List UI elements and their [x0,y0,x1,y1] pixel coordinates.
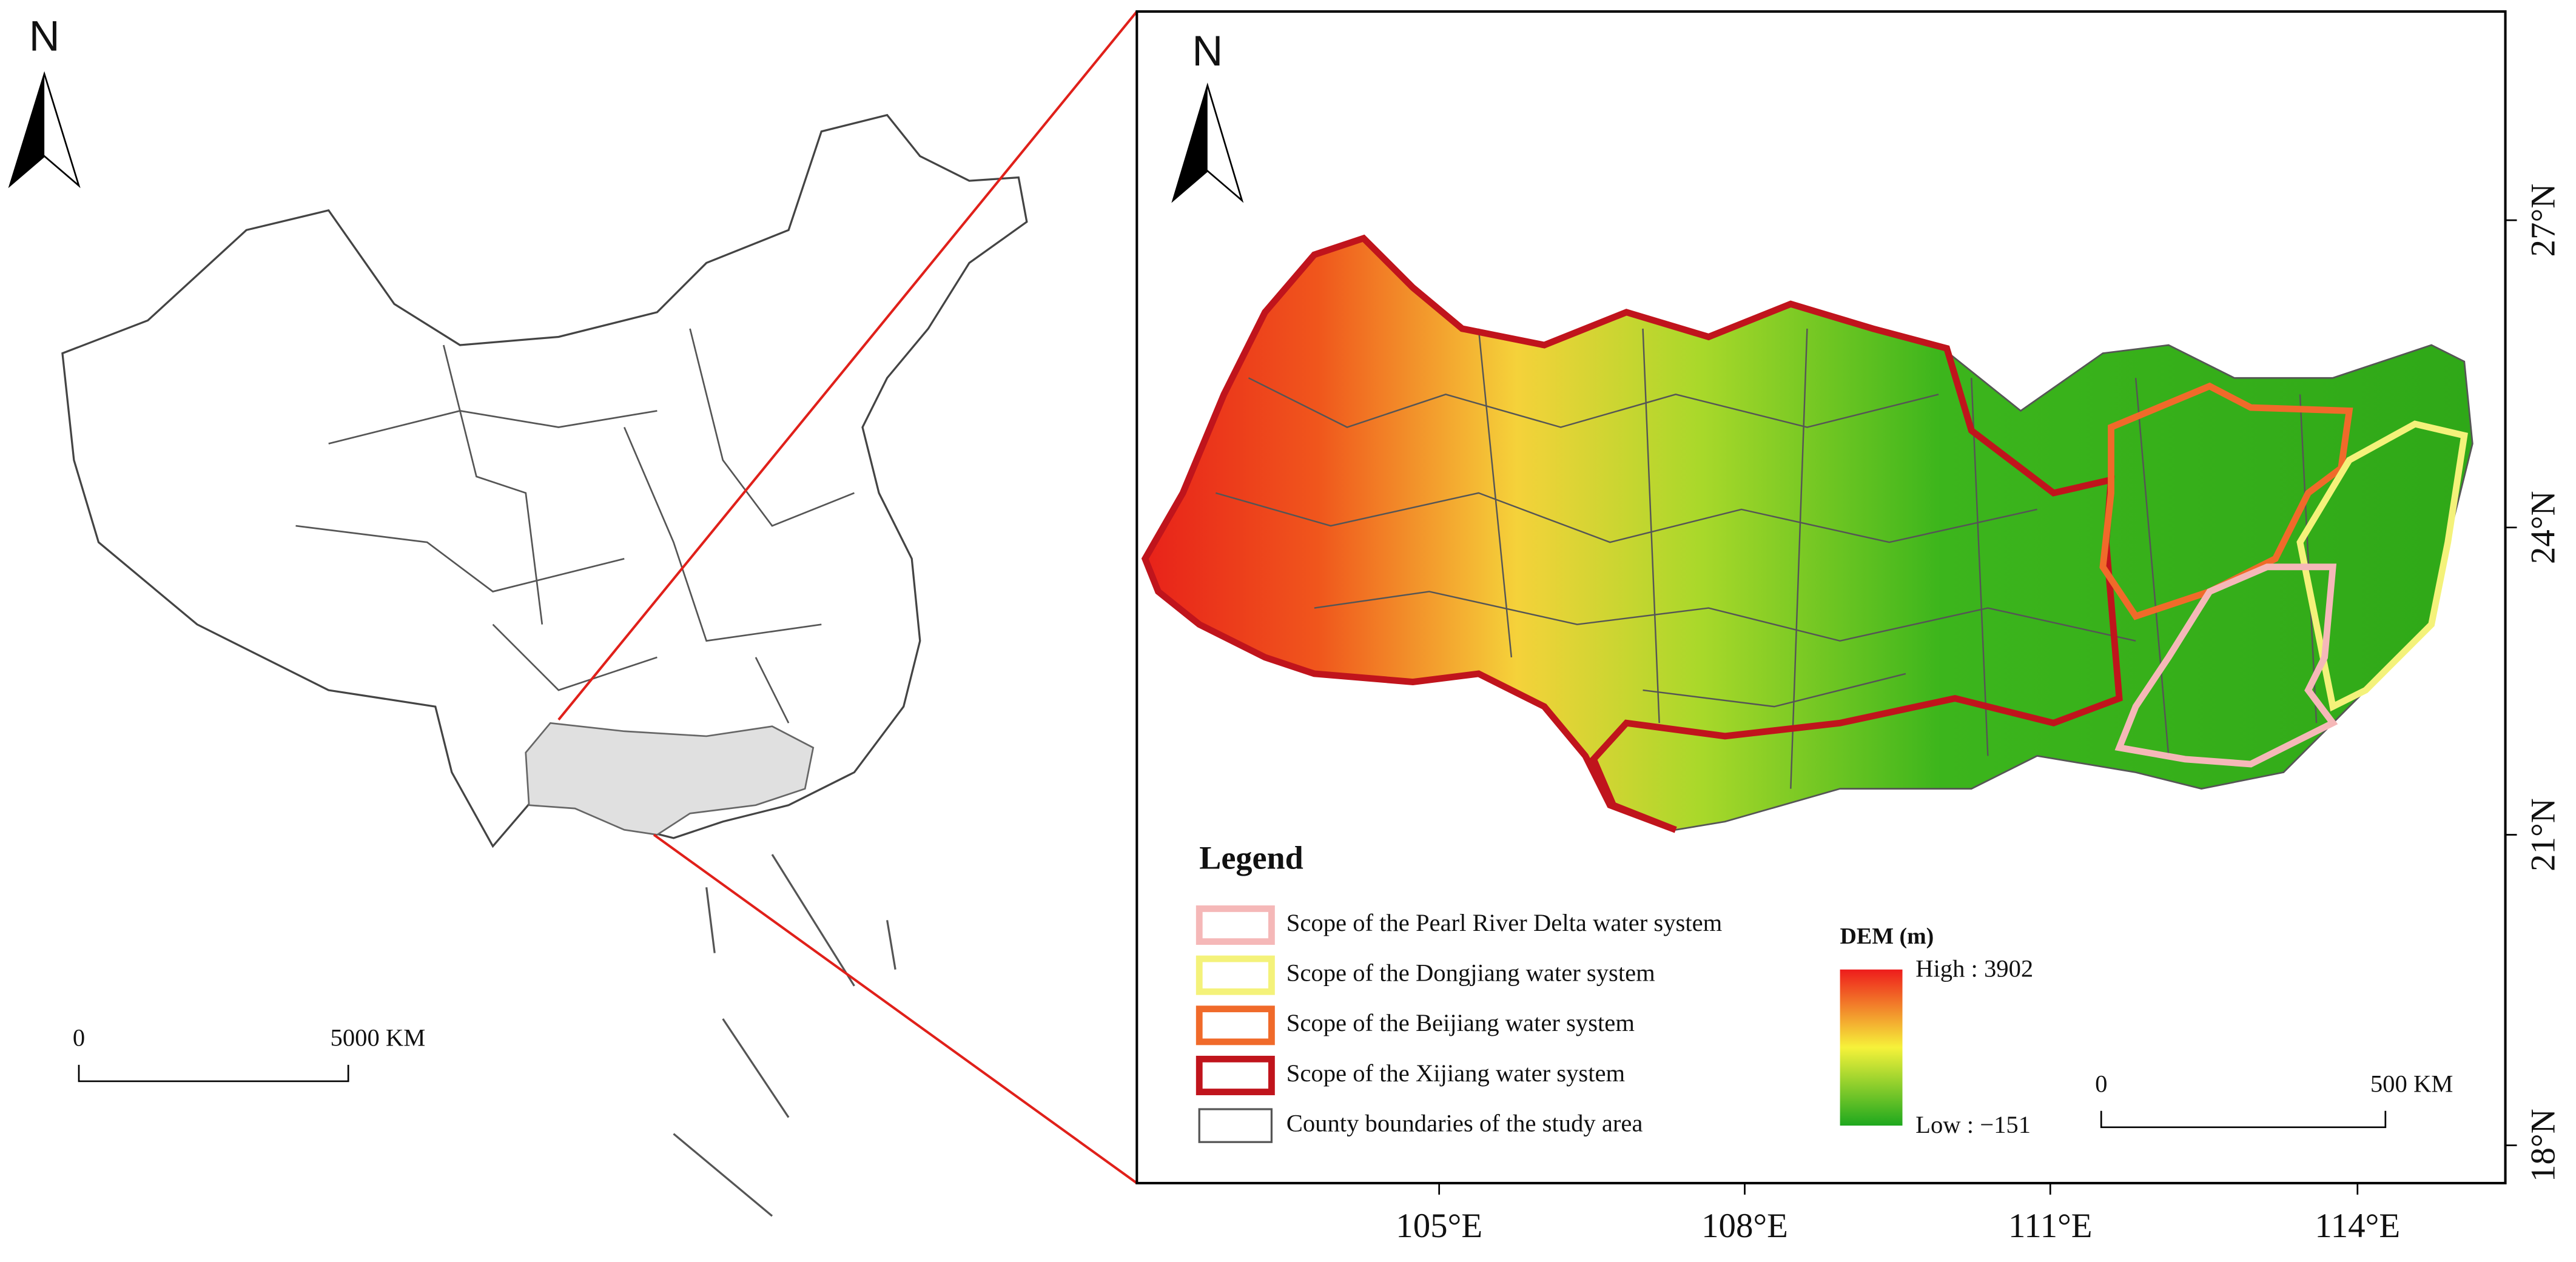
china-outline [61,113,1028,848]
study-area-map: N 27°N24°N21°N18°N 105°E 108°E 111°E 114°E … [1135,10,2562,1245]
dem-high: High : 3902 [1915,955,2033,982]
scale-end: 5000 KM [331,1024,426,1052]
county-boundaries [1215,328,2318,789]
lon-label: 105°E [1396,1207,1482,1245]
lat-label: 18°N [2524,1109,2562,1182]
lat-label: 24°N [2524,491,2562,564]
legend-label: Scope of the Beijiang water system [1286,1009,1635,1036]
legend-swatch [1196,955,1275,995]
legend-label: Scope of the Pearl River Delta water sys… [1286,909,1722,936]
north-label: N [1192,27,1223,75]
legend: Scope of the Pearl River Delta water sys… [1196,905,1722,1143]
prd-boundary [2114,563,2338,768]
lat-label: 21°N [2524,798,2562,871]
scale-bar [78,1064,349,1082]
study-area-highlight [525,722,815,836]
scale-bar [2100,1110,2387,1129]
scale-start: 0 [73,1024,85,1052]
legend-swatch [1196,1055,1275,1095]
province-boundaries [295,328,855,723]
beijiang-boundary [2099,382,2353,620]
legend-title: Legend [1199,839,1303,876]
legend-swatch [1196,905,1275,945]
latitude-labels: 27°N 24°N 21°N 18°N [2505,184,2562,1182]
legend-label: Scope of the Xijiang water system [1286,1059,1625,1087]
longitude-labels: 105°E 108°E 111°E 114°E [1396,1183,2400,1245]
lon-label: 108°E [1701,1207,1788,1245]
north-arrow-fill [1172,85,1208,201]
lat-label: 27°N [2524,184,2562,257]
scale-end: 500 KM [2370,1070,2453,1097]
dem-color-bar [1840,969,1903,1126]
legend-swatch [1198,1108,1273,1143]
dem-title: DEM (m) [1840,924,1934,949]
zoom-line [653,833,1138,1184]
islands [673,854,896,1217]
lon-label: 111°E [2008,1207,2093,1245]
lon-label: 114°E [2315,1207,2400,1245]
legend-swatch [1196,1005,1275,1046]
zoom-line [557,10,1138,721]
xijiang-boundary [1141,234,2123,833]
dongjiang-boundary [2296,420,2468,712]
north-arrow-fill [10,73,45,186]
north-label: N [29,12,60,60]
legend-label: County boundaries of the study area [1286,1109,1643,1136]
overview-map: N 0 5000 KM [8,10,1138,1217]
legend-label: Scope of the Dongjiang water system [1286,959,1655,986]
dem-low: Low : −151 [1915,1111,2031,1138]
scale-start: 0 [2095,1070,2107,1097]
